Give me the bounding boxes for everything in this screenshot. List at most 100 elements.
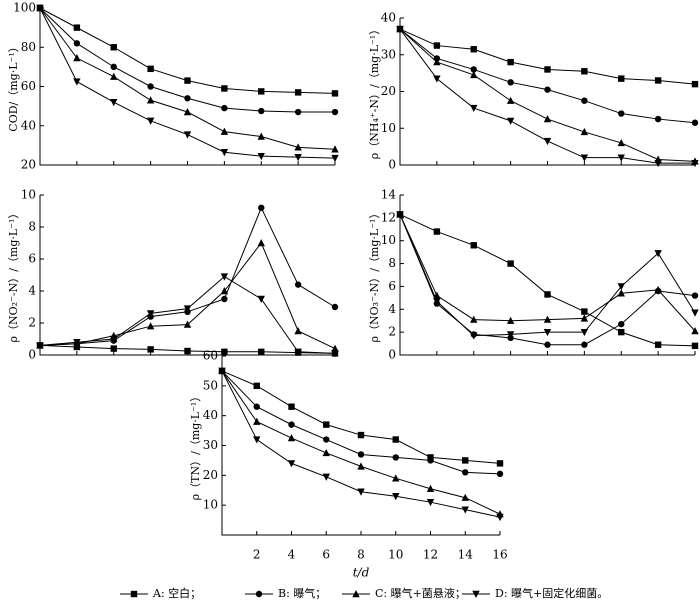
marker-triangle-up	[470, 315, 478, 323]
marker-circle	[507, 79, 514, 86]
marker-circle	[331, 303, 339, 311]
y-tick-label: 4	[28, 284, 36, 298]
marker-circle	[462, 469, 469, 476]
marker-triangle-up	[294, 327, 302, 335]
marker-triangle-up	[287, 434, 296, 442]
marker-triangle-up	[220, 287, 229, 295]
y-tick-label: 30	[203, 438, 218, 452]
marker-square	[507, 260, 514, 267]
y-tick-label: 10	[381, 233, 396, 247]
y-tick-label: 12	[381, 210, 396, 224]
marker-triangle-up	[461, 493, 469, 501]
x-tick-label: 12	[423, 548, 438, 562]
y-tick-label: 100	[13, 1, 36, 15]
marker-triangle-down	[257, 152, 265, 161]
marker-circle	[331, 108, 339, 116]
marker-square	[654, 77, 662, 84]
marker-triangle-up	[617, 138, 625, 147]
marker-triangle-down	[294, 153, 302, 162]
marker-circle	[470, 66, 477, 73]
marker-triangle-down	[331, 350, 339, 358]
marker-square	[496, 460, 504, 467]
marker-triangle-up	[392, 474, 400, 482]
series-line	[399, 28, 696, 124]
marker-square	[110, 44, 117, 51]
y-tick-label: 2	[28, 316, 36, 330]
marker-triangle-up	[183, 108, 192, 116]
marker-square	[618, 75, 625, 82]
marker-triangle-up	[617, 289, 625, 297]
marker-square	[462, 457, 469, 464]
marker-triangle-up	[110, 72, 118, 80]
marker-triangle-down	[146, 117, 155, 125]
marker-square	[130, 590, 138, 598]
marker-triangle-down	[357, 488, 365, 496]
marker-triangle-down	[220, 273, 229, 281]
marker-triangle-up	[294, 143, 302, 151]
marker-triangle-up	[654, 285, 662, 294]
x-tick-label: 14	[458, 548, 474, 562]
marker-triangle-up	[253, 417, 261, 425]
marker-triangle-down	[146, 310, 155, 318]
marker-square	[691, 342, 699, 350]
y-tick-label: 14	[381, 188, 397, 202]
x-tick-label: 6	[322, 548, 330, 562]
series-line	[221, 370, 501, 475]
marker-square	[331, 90, 339, 97]
marker-triangle-down	[73, 339, 81, 347]
marker-triangle-down	[654, 159, 662, 168]
legend-label: D: 曝气+固定化细菌。	[495, 586, 608, 600]
x-tick-label: 4	[288, 548, 296, 562]
marker-circle	[691, 119, 699, 126]
marker-triangle-down	[218, 367, 226, 375]
marker-triangle-down	[396, 211, 404, 219]
marker-square	[581, 308, 588, 315]
marker-triangle-up	[543, 115, 552, 123]
marker-square	[184, 347, 191, 355]
marker-triangle-up	[691, 327, 699, 335]
y-tick-label: 80	[21, 40, 36, 54]
marker-circle	[392, 454, 399, 461]
y-axis-label: ρ（NO₂⁻-N）/（mg·L⁻¹）	[7, 208, 20, 343]
y-tick-label: 10	[381, 121, 396, 135]
marker-circle	[294, 108, 302, 116]
marker-triangle-up	[352, 590, 360, 598]
marker-circle	[323, 436, 330, 443]
y-axis-label: COD/（mg·L⁻¹）	[7, 41, 20, 131]
y-tick-label: 0	[28, 348, 36, 362]
marker-circle	[288, 421, 295, 428]
marker-circle	[221, 295, 228, 303]
marker-square	[258, 88, 265, 95]
marker-triangle-down	[691, 309, 699, 317]
marker-triangle-up	[543, 315, 552, 323]
y-tick-label: 40	[381, 11, 396, 25]
marker-triangle-down	[617, 283, 625, 291]
marker-triangle-up	[580, 314, 589, 322]
marker-circle	[496, 470, 504, 478]
x-tick-label: 8	[357, 548, 365, 562]
marker-triangle-down	[253, 436, 261, 444]
marker-square	[470, 46, 477, 53]
marker-triangle-down	[691, 159, 699, 168]
marker-square	[581, 68, 588, 75]
marker-circle	[544, 341, 551, 348]
marker-triangle-up	[433, 58, 441, 66]
marker-triangle-down	[470, 104, 478, 113]
y-tick-label: 10	[203, 498, 218, 512]
marker-triangle-up	[331, 145, 339, 153]
series-line	[399, 213, 696, 347]
marker-triangle-up	[506, 316, 515, 324]
y-tick-label: 0	[388, 348, 396, 362]
marker-triangle-down	[506, 117, 515, 125]
y-tick-label: 60	[21, 79, 36, 93]
marker-triangle-up	[146, 96, 155, 104]
series-line	[399, 28, 696, 85]
marker-triangle-down	[36, 342, 44, 350]
marker-square	[294, 89, 302, 96]
x-tick-label: 16	[492, 548, 507, 562]
y-tick-label: 8	[28, 220, 36, 234]
marker-triangle-down	[433, 298, 441, 306]
marker-circle	[427, 457, 434, 464]
marker-triangle-down	[287, 460, 296, 468]
marker-circle	[184, 95, 191, 102]
